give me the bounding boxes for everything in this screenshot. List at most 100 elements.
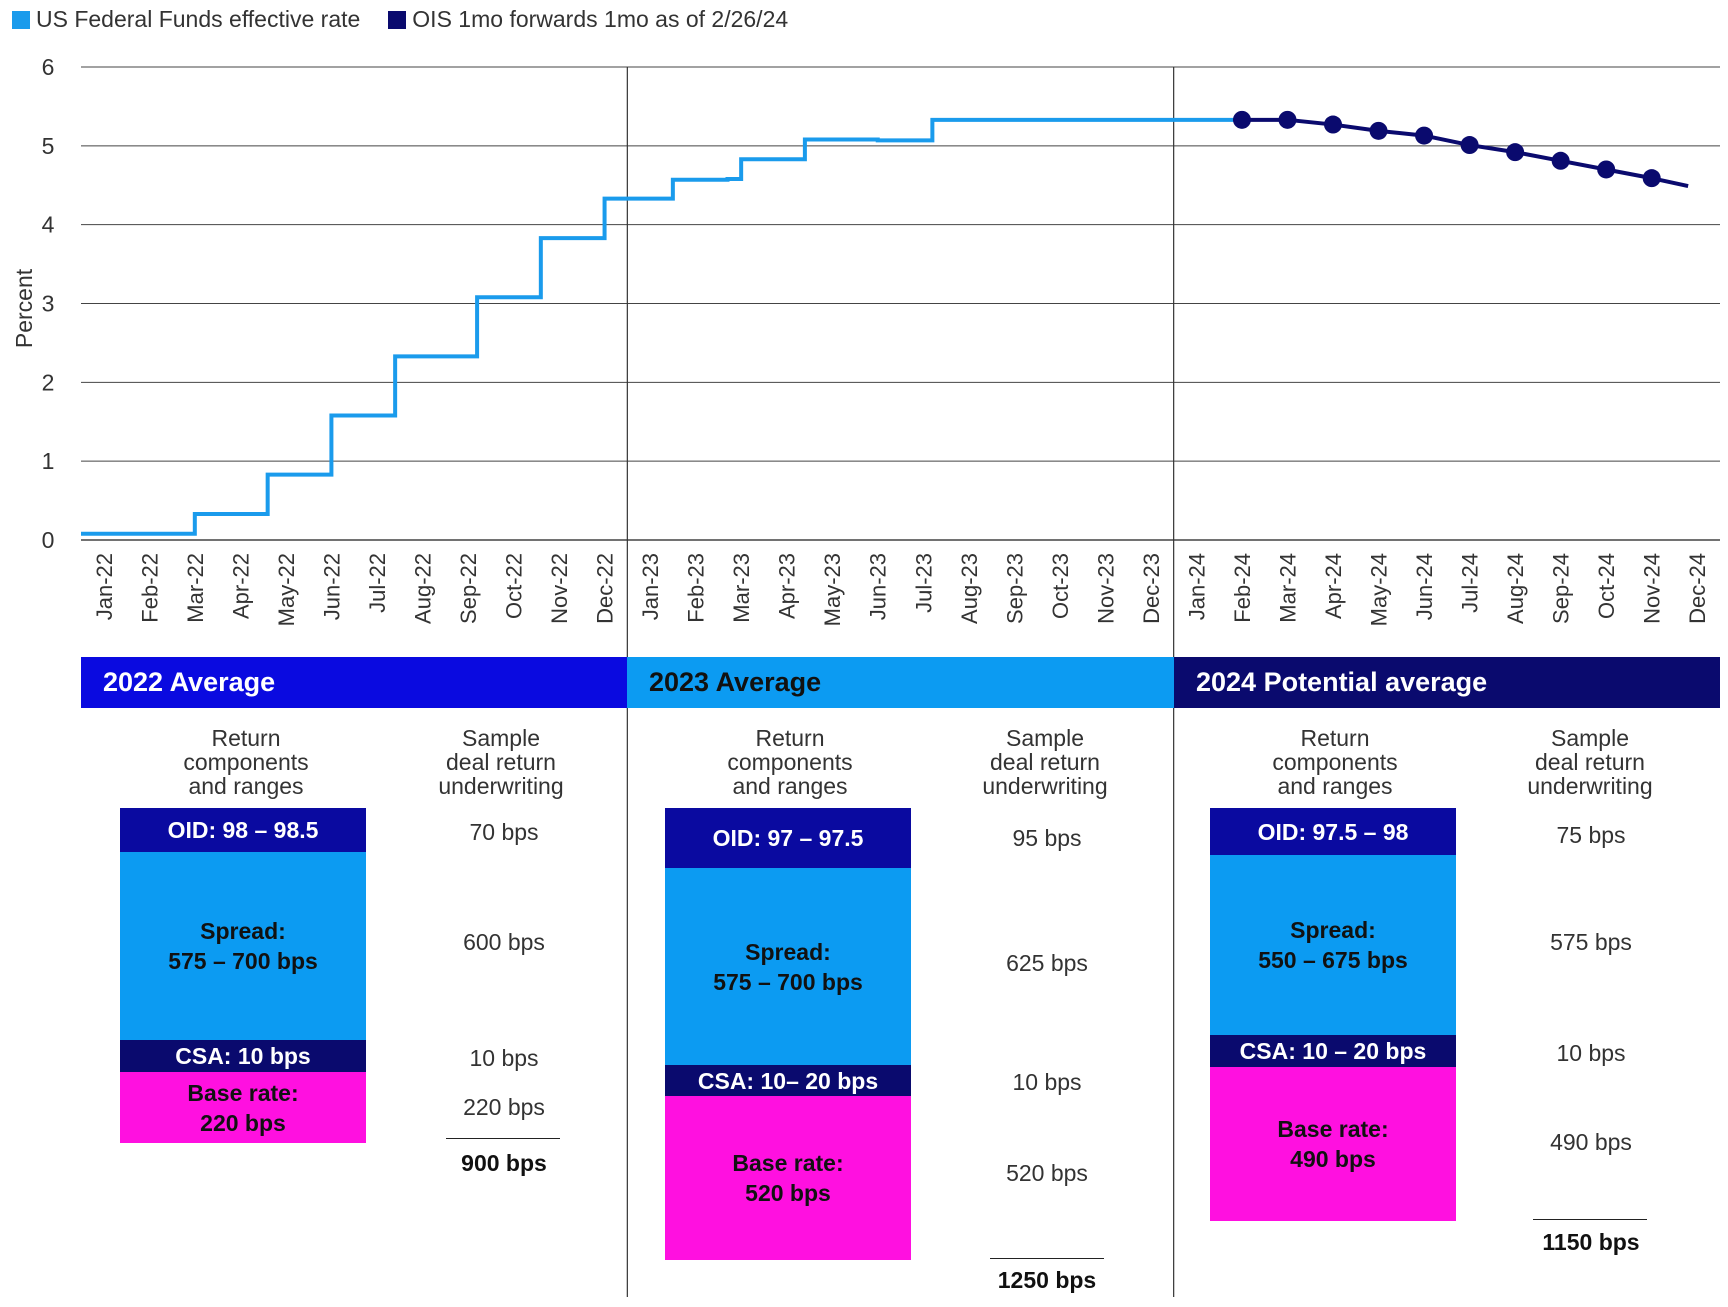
segment-oid: OID: 98 – 98.5 xyxy=(120,808,366,852)
ois-point-marker xyxy=(1460,136,1479,155)
panel-2024-val-spread: 575 bps xyxy=(1550,929,1632,955)
x-tick-label: Oct-22 xyxy=(502,553,527,619)
panel-2024-total: 1150 bps xyxy=(1542,1229,1640,1255)
x-tick-label: Sep-23 xyxy=(1002,553,1027,624)
segment-oid: OID: 97.5 – 98 xyxy=(1210,808,1456,855)
segment-spread: Spread: 575 – 700 bps xyxy=(665,868,911,1065)
panel-2022-total-rule xyxy=(446,1138,560,1139)
y-tick-label: 3 xyxy=(42,291,55,317)
x-tick-label: Oct-24 xyxy=(1594,553,1619,619)
x-tick-label: Jun-23 xyxy=(866,553,891,620)
panel-2024-right-head: Sample deal return underwriting xyxy=(1527,725,1653,799)
x-tick-label: Mar-24 xyxy=(1275,553,1300,623)
x-tick-label: Feb-23 xyxy=(684,553,709,623)
x-tick-label: Jun-22 xyxy=(319,553,344,620)
x-tick-label: May-22 xyxy=(274,553,299,626)
panel-2024-left-head: Return components and ranges xyxy=(1272,725,1398,799)
panel-2023-total-rule xyxy=(990,1258,1104,1259)
x-tick-label: Oct-23 xyxy=(1048,553,1073,619)
x-tick-label: Apr-23 xyxy=(775,553,800,619)
segment-oid: OID: 97 – 97.5 xyxy=(665,808,911,868)
legend-label-ois: OIS 1mo forwards 1mo as of 2/26/24 xyxy=(412,6,789,32)
panel-2023-val-csa: 10 bps xyxy=(1012,1069,1082,1095)
ois-point-marker xyxy=(1415,126,1434,145)
panel-2024-val-csa: 10 bps xyxy=(1556,1040,1626,1066)
y-tick-label: 5 xyxy=(42,133,55,159)
legend-label-fed-funds: US Federal Funds effective rate xyxy=(36,6,361,32)
x-tick-label: Jul-22 xyxy=(365,553,390,613)
segment-spread: Spread: 575 – 700 bps xyxy=(120,852,366,1040)
x-tick-label: Sep-22 xyxy=(456,553,481,624)
x-tick-label: Sep-24 xyxy=(1549,553,1574,624)
x-tick-label: May-24 xyxy=(1367,553,1392,626)
ois-point-marker xyxy=(1597,160,1616,179)
y-tick-label: 2 xyxy=(42,369,55,395)
y-tick-label: 6 xyxy=(42,54,55,80)
x-tick-label: Jul-23 xyxy=(911,553,936,613)
x-tick-label: Feb-24 xyxy=(1230,553,1255,623)
panel-2022-val-spread: 600 bps xyxy=(463,929,545,955)
y-axis-label: Percent xyxy=(11,268,37,348)
legend-item-fed-funds: US Federal Funds effective rate xyxy=(12,6,360,33)
x-tick-label: Nov-22 xyxy=(547,553,572,624)
band-2024: 2024 Potential average xyxy=(1174,657,1720,708)
panel-2022-val-base: 220 bps xyxy=(463,1094,545,1120)
x-tick-label: Jan-22 xyxy=(92,553,117,620)
x-tick-label: Jul-24 xyxy=(1458,553,1483,613)
segment-csa: CSA: 10– 20 bps xyxy=(665,1065,911,1096)
panel-2024-total-rule xyxy=(1533,1219,1647,1220)
segment-base-rate: Base rate: 520 bps xyxy=(665,1096,911,1260)
x-tick-label: Dec-22 xyxy=(593,553,618,624)
panel-2023-right-head: Sample deal return underwriting xyxy=(982,725,1108,799)
ois-point-marker xyxy=(1369,121,1388,140)
ois-point-marker xyxy=(1278,110,1297,129)
panel-2022-val-csa: 10 bps xyxy=(469,1045,539,1071)
segment-base-rate: Base rate: 490 bps xyxy=(1210,1067,1456,1221)
segment-csa: CSA: 10 bps xyxy=(120,1040,366,1072)
x-tick-label: Jun-24 xyxy=(1412,553,1437,620)
x-tick-label: Aug-22 xyxy=(410,553,435,624)
panel-2023-val-spread: 625 bps xyxy=(1006,950,1088,976)
legend: US Federal Funds effective rate OIS 1mo … xyxy=(12,6,788,33)
legend-swatch-ois xyxy=(388,10,407,29)
panel-2022-right-head: Sample deal return underwriting xyxy=(438,725,564,799)
panel-2024-stack: OID: 97.5 – 98 Spread: 550 – 675 bps CSA… xyxy=(1210,808,1456,1221)
x-tick-label: Mar-23 xyxy=(729,553,754,623)
y-tick-label: 0 xyxy=(42,527,55,553)
panel-2022-total: 900 bps xyxy=(461,1150,547,1176)
y-tick-label: 4 xyxy=(42,212,55,238)
panel-2023-val-base: 520 bps xyxy=(1006,1160,1088,1186)
x-tick-label: Mar-22 xyxy=(183,553,208,623)
x-tick-label: Nov-24 xyxy=(1640,553,1665,624)
panel-2022-val-oid: 70 bps xyxy=(469,819,539,845)
panel-2022-stack: OID: 98 – 98.5 Spread: 575 – 700 bps CSA… xyxy=(120,808,366,1143)
band-2022: 2022 Average xyxy=(81,657,627,708)
x-tick-label: Aug-23 xyxy=(957,553,982,624)
band-2023: 2023 Average xyxy=(627,657,1174,708)
legend-swatch-fed-funds xyxy=(12,10,30,29)
x-tick-label: Apr-24 xyxy=(1321,553,1346,619)
panel-2022-left-head: Return components and ranges xyxy=(183,725,309,799)
x-tick-label: Dec-24 xyxy=(1685,553,1710,624)
series-line-ois xyxy=(1241,117,1689,188)
panel-2023-left-head: Return components and ranges xyxy=(727,725,853,799)
panel-2023-stack: OID: 97 – 97.5 Spread: 575 – 700 bps CSA… xyxy=(665,808,911,1260)
segment-csa: CSA: 10 – 20 bps xyxy=(1210,1035,1456,1067)
legend-item-ois: OIS 1mo forwards 1mo as of 2/26/24 xyxy=(388,6,788,33)
series-line-fed-funds xyxy=(81,117,1242,536)
ois-point-marker xyxy=(1506,143,1525,162)
ois-point-marker xyxy=(1642,169,1661,188)
x-tick-label: Apr-22 xyxy=(228,553,253,619)
panel-2024-val-base: 490 bps xyxy=(1550,1129,1632,1155)
x-tick-label: May-23 xyxy=(820,553,845,626)
y-tick-label: 1 xyxy=(42,448,55,474)
x-tick-label: Nov-23 xyxy=(1093,553,1118,624)
x-tick-label: Feb-22 xyxy=(137,553,162,623)
ois-point-marker xyxy=(1324,115,1343,134)
x-tick-label: Jan-24 xyxy=(1184,553,1209,620)
segment-spread: Spread: 550 – 675 bps xyxy=(1210,855,1456,1035)
segment-base-rate: Base rate: 220 bps xyxy=(120,1072,366,1143)
x-tick-label: Dec-23 xyxy=(1139,553,1164,624)
panel-2023-total: 1250 bps xyxy=(997,1267,1097,1293)
